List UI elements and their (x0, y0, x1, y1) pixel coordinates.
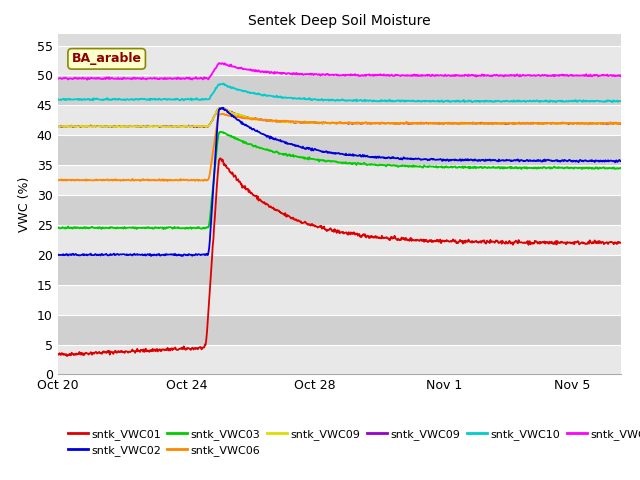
Text: BA_arable: BA_arable (72, 52, 141, 65)
Title: Sentek Deep Soil Moisture: Sentek Deep Soil Moisture (248, 14, 431, 28)
Legend: sntk_VWC01, sntk_VWC02, sntk_VWC03, sntk_VWC06, sntk_VWC09, sntk_VWC09, sntk_VWC: sntk_VWC01, sntk_VWC02, sntk_VWC03, sntk… (63, 424, 640, 460)
Bar (58, 345, 621, 374)
Bar (58, 105, 621, 135)
Bar (58, 285, 621, 314)
Bar (58, 255, 621, 285)
Y-axis label: VWC (%): VWC (%) (18, 176, 31, 232)
Bar (58, 314, 621, 345)
Bar (58, 135, 621, 165)
Bar (58, 75, 621, 105)
Bar (58, 225, 621, 255)
Bar (58, 46, 621, 75)
Bar (58, 165, 621, 195)
Bar (58, 195, 621, 225)
